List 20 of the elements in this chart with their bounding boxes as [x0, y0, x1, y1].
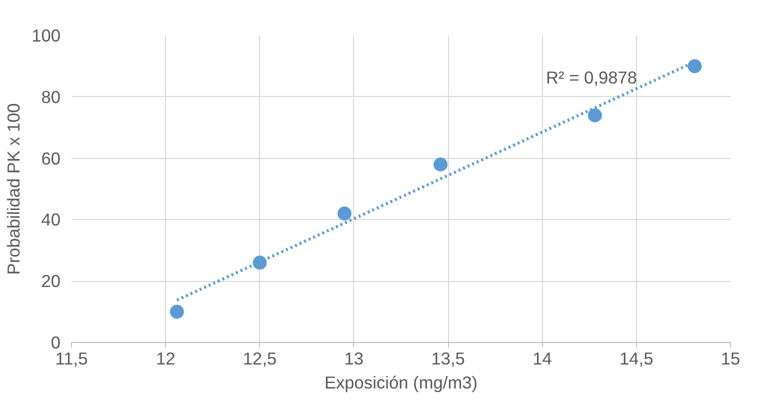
y-tick-label: 80	[41, 86, 61, 107]
x-tick-label: 12	[156, 348, 176, 368]
x-tick-label: 13	[344, 348, 364, 368]
x-tick-label: 15	[720, 348, 740, 368]
point	[170, 304, 184, 319]
x-axis-title: Exposición (mg/m3)	[324, 372, 478, 392]
y-axis-title: Probabilidad PK x 100	[4, 103, 24, 275]
y-tick-label: 40	[41, 210, 61, 230]
y-tick-label: 20	[41, 271, 61, 292]
annotation: R² = 0,9878	[546, 68, 638, 88]
y-tick-label: 100	[32, 26, 61, 46]
x-tick-label: 14,5	[619, 348, 654, 368]
point	[588, 108, 602, 122]
x-tick-label: 12,5	[242, 348, 277, 368]
x-tick-label: 13,5	[431, 348, 465, 368]
x-tick-label: 14	[532, 348, 552, 368]
point	[688, 59, 702, 74]
point	[434, 157, 448, 172]
point	[338, 206, 352, 221]
y-tick-label: 60	[41, 148, 61, 168]
